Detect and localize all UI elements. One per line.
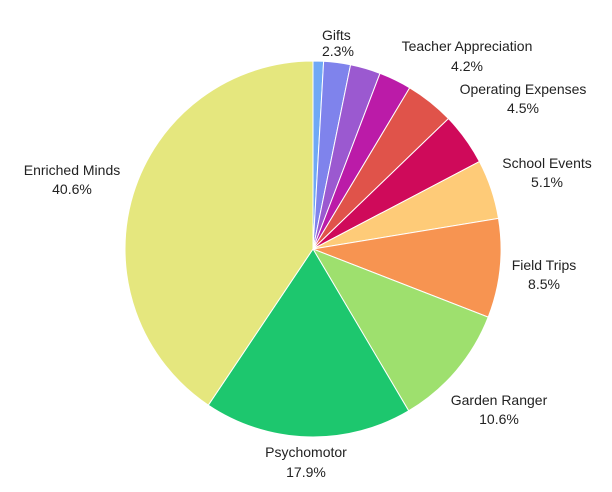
label-psychomotor-value: 17.9% [286, 464, 326, 480]
label-school-events-name: School Events [502, 155, 592, 171]
label-field-trips-name: Field Trips [512, 257, 577, 273]
label-school-events-value: 5.1% [531, 174, 563, 190]
label-teacher-appreciation-name: Teacher Appreciation [402, 38, 533, 54]
pie-slice-enriched-minds [124, 60, 314, 406]
pie-slices [124, 60, 502, 438]
label-gifts-name: Gifts [322, 27, 351, 43]
label-enriched-minds-value: 40.6% [52, 181, 92, 197]
label-psychomotor-name: Psychomotor [265, 444, 347, 460]
label-garden-ranger-name: Garden Ranger [451, 392, 548, 408]
label-operating-expenses-name: Operating Expenses [460, 81, 587, 97]
label-gifts-value: 2.3% [322, 43, 354, 59]
label-enriched-minds-name: Enriched Minds [24, 162, 121, 178]
pie-slice-psychomotor [207, 248, 410, 438]
label-garden-ranger-value: 10.6% [479, 411, 519, 427]
pie-slice-field-trips [311, 217, 502, 318]
pie-slice-garden-ranger [311, 248, 489, 412]
label-operating-expenses-value: 4.5% [507, 100, 539, 116]
pie-labels: Gifts 2.3% Teacher Appreciation 4.2% Ope… [24, 27, 592, 480]
label-field-trips-value: 8.5% [528, 276, 560, 292]
label-teacher-appreciation-value: 4.2% [451, 58, 483, 74]
